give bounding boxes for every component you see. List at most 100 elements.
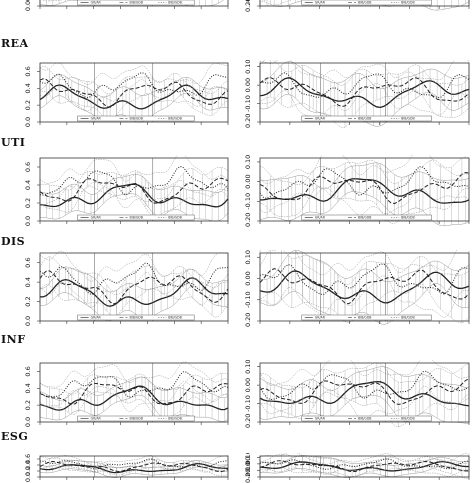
legend-entry: BIB/GDB (129, 216, 143, 220)
series-line-0 (39, 84, 229, 110)
band-series-0 (39, 74, 229, 123)
legend: GR/AR BIB/GDB BIB/GDB (301, 415, 432, 422)
legend-entry: BIB/GDB (129, 117, 143, 121)
series-line-1 (259, 378, 470, 405)
band-series-0 (259, 366, 470, 424)
series-line-1 (39, 460, 229, 473)
band-series-1 (39, 166, 229, 218)
legend-entry: BIB/GDB (168, 316, 182, 320)
band-series-1 (39, 66, 229, 121)
plot-frame (259, 157, 470, 222)
legend-entry: BIB/GDB (168, 417, 182, 421)
panel-left-3: 0.0 0.2 0.4 0.6 GR/AR BIB/GDB BIB/GDB (24, 250, 229, 326)
legend: GR/AR BIB/GDB BIB/GDB (301, 0, 432, 6)
series-line-2 (259, 166, 470, 199)
legend-entry: GR/AR (315, 117, 326, 121)
legend-entry: GR/AR (91, 117, 102, 121)
band-series-0 (259, 455, 470, 478)
series-line-2 (39, 72, 229, 99)
legend-entry: BIB/GDB (401, 216, 415, 220)
legend-entry: GR/AR (91, 216, 102, 220)
y-tick-label: 0.10 (244, 155, 252, 169)
legend-entry: BIB/GDB (168, 1, 182, 5)
y-tick-label: 0.10 (244, 250, 252, 264)
series-line-0 (39, 183, 229, 208)
y-tick-label: -0.10 (244, 95, 252, 112)
y-tick-label: 0.4 (24, 383, 32, 393)
legend-entry: GR/AR (315, 417, 326, 421)
series-line-2 (259, 263, 470, 295)
band-series-1 (259, 453, 470, 479)
series-line-1 (259, 460, 470, 473)
row-label: INF (1, 333, 26, 346)
y-tick-label: 0.2 (24, 400, 32, 410)
band-series-2 (39, 62, 229, 112)
legend-entry: BIB/GDB (129, 1, 143, 5)
legend-entry: GR/AR (315, 1, 326, 5)
y-tick-label: 0.2 (24, 198, 32, 208)
plot-frame (39, 62, 229, 123)
series-line-2 (39, 165, 229, 196)
band-series-2 (39, 155, 229, 209)
band-series-1 (259, 362, 470, 428)
series-line-0 (259, 270, 470, 304)
panel-left-2: 0.0 0.2 0.4 0.6 GR/AR BIB/GDB BIB/GDB (24, 155, 229, 226)
y-tick-label: -0.20 (244, 414, 252, 428)
legend: GR/AR BIB/GDB BIB/GDB (301, 214, 432, 221)
legend-entry: BIB/GDB (401, 1, 415, 5)
y-tick-label: -0.10 (244, 462, 252, 479)
series-line-0 (259, 461, 470, 472)
series-line-2 (39, 262, 229, 296)
legend-entry: BIB/GDB (129, 417, 143, 421)
band-series-2 (39, 361, 229, 413)
y-tick-label: 0.4 (24, 460, 32, 470)
y-tick-label: 0.2 (24, 0, 32, 1)
plot-frame (259, 362, 470, 423)
legend: GR/AR BIB/GDB BIB/GDB (77, 115, 195, 122)
legend: GR/AR BIB/GDB BIB/GDB (77, 0, 195, 6)
legend-entry: GR/AR (315, 316, 326, 320)
series-line-1 (259, 268, 470, 305)
panel-left-1: 0.0 0.2 0.4 0.6 GR/AR BIB/GDB BIB/GDB (24, 62, 229, 127)
y-tick-label: 0.0 (24, 216, 32, 226)
series-line-2 (259, 72, 470, 98)
legend-entry: BIB/GDB (168, 216, 182, 220)
legend-entry: GR/AR (91, 316, 102, 320)
y-tick-label: 0.00 (244, 78, 252, 92)
band-series-1 (259, 250, 470, 324)
y-tick-label: 0.4 (24, 83, 32, 93)
row-label: DIS (1, 235, 26, 248)
legend-entry: BIB/GDB (358, 316, 372, 320)
panel-right-1: -0.20 -0.10 0.00 0.10 GR/AR BIB/GDB BIB/GDB (244, 60, 470, 128)
y-tick-label: 0.2 (24, 296, 32, 306)
legend-entry: GR/AR (315, 216, 326, 220)
y-tick-label: -0.20 (244, 0, 252, 12)
legend: GR/AR BIB/GDB BIB/GDB (77, 415, 195, 422)
series-line-1 (39, 382, 229, 405)
panel-right-3: -0.20 -0.10 0.00 0.10 GR/AR BIB/GDB BIB/GDB (244, 250, 470, 327)
panel-right-5: -0.20-0.100.000.10 (244, 453, 470, 483)
band-series-2 (259, 250, 470, 318)
series-line-0 (259, 380, 470, 407)
band-series-0 (39, 266, 229, 321)
y-tick-label: 0.6 (24, 66, 32, 76)
band-series-1 (39, 256, 229, 318)
y-tick-label: 0.2 (24, 100, 32, 110)
series-line-2 (259, 370, 470, 401)
y-tick-label: 0.0 (24, 417, 32, 427)
y-tick-label: 0.6 (24, 162, 32, 172)
band-series-2 (259, 360, 470, 421)
y-tick-label: 0.00 (244, 174, 252, 188)
y-tick-label: 0.00 (244, 457, 252, 471)
y-tick-label: -0.10 (244, 0, 252, 3)
plot-frame (39, 157, 229, 222)
panel-left-5: 0.00.20.40.6 (24, 454, 229, 482)
band-series-0 (39, 460, 229, 478)
series-line-0 (259, 178, 470, 204)
legend-entry: BIB/GDB (358, 1, 372, 5)
y-tick-label: 0.00 (244, 271, 252, 285)
y-tick-label: -0.10 (244, 291, 252, 308)
series-line-1 (39, 177, 229, 204)
y-tick-label: -0.20 (244, 114, 252, 128)
